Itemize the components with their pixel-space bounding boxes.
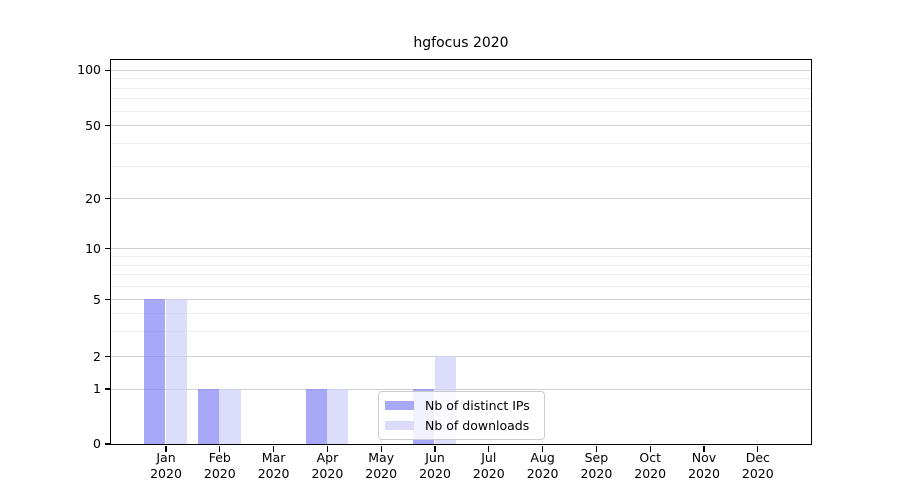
x-tick-mark-sep <box>595 445 598 452</box>
x-tick-mark-aug <box>541 445 544 452</box>
chart-title: hgfocus 2020 <box>413 35 509 51</box>
gridline-minor-7 <box>110 274 811 276</box>
gridline-minor-9 <box>110 255 811 257</box>
x-tick-mark-jun <box>434 445 436 452</box>
y-tick-mark-20 <box>105 198 111 200</box>
x-tick-label-dec: Dec 2020 <box>741 450 774 481</box>
x-tick-mark-dec <box>757 445 759 452</box>
x-tick-label-nov: Nov 2020 <box>688 450 720 481</box>
y-tick-label-50: 50 <box>85 117 101 133</box>
gridline-minor-3 <box>110 330 811 332</box>
gridline-minor-60 <box>110 110 811 112</box>
legend-entry-downloads: Nb of downloads <box>385 418 536 433</box>
x-tick-label-apr: Apr 2020 <box>311 450 344 481</box>
gridline-minor-70 <box>110 98 811 100</box>
x-tick-label-jan: Jan 2020 <box>150 450 182 481</box>
x-tick-label-mar: Mar 2020 <box>257 450 290 481</box>
y-tick-mark-1 <box>105 388 111 390</box>
x-tick-label-jul: Jul 2020 <box>472 450 505 481</box>
gridline-minor-80 <box>110 87 811 89</box>
y-tick-label-1: 1 <box>93 381 101 396</box>
x-tick-mark-may <box>380 445 382 452</box>
y-tick-label-20: 20 <box>85 190 101 206</box>
bar-feb-downloads <box>219 388 241 444</box>
x-tick-label-aug: Aug 2020 <box>526 450 559 481</box>
gridline-minor-30 <box>110 165 811 167</box>
y-tick-mark-2 <box>105 355 111 358</box>
y-tick-mark-100 <box>105 69 111 71</box>
x-tick-mark-mar <box>272 445 275 452</box>
x-tick-mark-jul <box>488 445 490 452</box>
gridline-minor-6 <box>110 285 811 287</box>
y-tick-mark-50 <box>105 125 111 127</box>
legend-entry-distinct-ips: Nb of distinct IPs <box>385 398 536 413</box>
gridline-major-100 <box>110 69 811 71</box>
bar-jan-downloads <box>165 299 187 444</box>
gridline-major-10 <box>110 248 811 250</box>
bar-feb-distinct-ips <box>198 388 220 444</box>
y-tick-mark-0 <box>105 443 111 445</box>
x-tick-label-oct: Oct 2020 <box>634 450 667 481</box>
x-tick-label-jun: Jun 2020 <box>419 450 451 481</box>
y-tick-label-2: 2 <box>93 348 101 364</box>
x-tick-label-sep: Sep 2020 <box>580 450 613 481</box>
x-tick-mark-jan <box>165 445 167 452</box>
gridline-major-1 <box>110 388 811 390</box>
gridline-major-20 <box>110 198 811 200</box>
legend-swatch-distinct-ips <box>385 401 414 411</box>
x-tick-mark-oct <box>649 445 651 452</box>
bar-apr-distinct-ips <box>305 388 327 444</box>
y-tick-label-5: 5 <box>93 291 101 307</box>
x-tick-mark-feb <box>219 445 221 452</box>
gridline-major-2 <box>110 356 811 357</box>
legend: Nb of distinct IPs Nb of downloads <box>378 391 545 440</box>
legend-label-downloads: Nb of downloads <box>425 417 530 433</box>
legend-label-distinct-ips: Nb of distinct IPs <box>425 398 530 414</box>
gridline-minor-40 <box>110 143 811 144</box>
gridline-minor-4 <box>110 312 811 314</box>
gridline-minor-90 <box>110 78 811 80</box>
x-tick-label-may: May 2020 <box>365 450 398 481</box>
bar-jan-distinct-ips <box>144 299 166 444</box>
legend-swatch-downloads <box>385 420 414 430</box>
gridline-major-5 <box>110 299 811 300</box>
x-tick-mark-apr <box>326 445 329 452</box>
y-tick-label-10: 10 <box>85 240 101 256</box>
plot-area <box>109 58 812 445</box>
y-tick-mark-5 <box>105 298 111 301</box>
y-tick-mark-10 <box>105 248 111 250</box>
y-tick-label-0: 0 <box>93 436 101 451</box>
gridline-minor-8 <box>110 264 811 266</box>
bar-apr-downloads <box>326 388 349 444</box>
x-tick-mark-nov <box>703 445 705 452</box>
x-tick-label-feb: Feb 2020 <box>203 450 236 481</box>
y-tick-label-100: 100 <box>77 62 101 78</box>
gridline-major-50 <box>110 125 811 127</box>
